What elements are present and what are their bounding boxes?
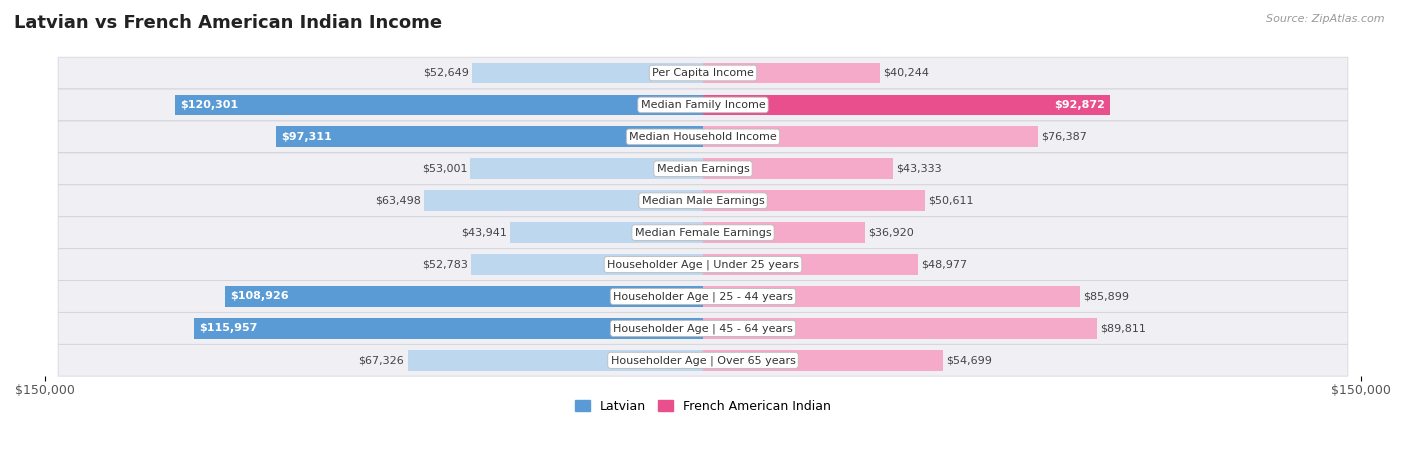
- Text: $92,872: $92,872: [1054, 100, 1105, 110]
- FancyBboxPatch shape: [58, 249, 1348, 280]
- Text: $52,649: $52,649: [423, 68, 468, 78]
- Text: $67,326: $67,326: [359, 355, 405, 365]
- Text: Median Earnings: Median Earnings: [657, 164, 749, 174]
- Bar: [510, 222, 703, 243]
- Text: $54,699: $54,699: [946, 355, 993, 365]
- Bar: [194, 318, 703, 339]
- Bar: [276, 127, 703, 147]
- Text: $48,977: $48,977: [921, 260, 967, 269]
- Bar: [471, 254, 703, 275]
- Text: $63,498: $63,498: [375, 196, 422, 205]
- Bar: [225, 286, 703, 307]
- FancyBboxPatch shape: [58, 121, 1348, 153]
- FancyBboxPatch shape: [58, 217, 1348, 248]
- Bar: [425, 191, 703, 211]
- Text: $89,811: $89,811: [1101, 324, 1146, 333]
- Text: $43,941: $43,941: [461, 227, 508, 238]
- Text: $50,611: $50,611: [928, 196, 974, 205]
- Text: Median Household Income: Median Household Income: [628, 132, 778, 142]
- Bar: [703, 254, 918, 275]
- Bar: [703, 286, 1080, 307]
- Text: Median Female Earnings: Median Female Earnings: [634, 227, 772, 238]
- Bar: [408, 350, 703, 371]
- Bar: [703, 191, 925, 211]
- FancyBboxPatch shape: [58, 281, 1348, 312]
- Bar: [703, 350, 943, 371]
- Text: Householder Age | 25 - 44 years: Householder Age | 25 - 44 years: [613, 291, 793, 302]
- Bar: [703, 63, 880, 84]
- FancyBboxPatch shape: [58, 345, 1348, 376]
- FancyBboxPatch shape: [58, 312, 1348, 344]
- Text: Householder Age | 45 - 64 years: Householder Age | 45 - 64 years: [613, 323, 793, 333]
- Bar: [471, 158, 703, 179]
- Text: $43,333: $43,333: [897, 164, 942, 174]
- FancyBboxPatch shape: [58, 153, 1348, 184]
- Text: $85,899: $85,899: [1083, 291, 1129, 302]
- Text: $120,301: $120,301: [180, 100, 239, 110]
- Bar: [703, 318, 1097, 339]
- Text: $108,926: $108,926: [231, 291, 290, 302]
- Text: $115,957: $115,957: [200, 324, 257, 333]
- Bar: [176, 94, 703, 115]
- Bar: [703, 222, 865, 243]
- Text: Median Family Income: Median Family Income: [641, 100, 765, 110]
- Text: $76,387: $76,387: [1042, 132, 1087, 142]
- Bar: [703, 94, 1111, 115]
- Text: $53,001: $53,001: [422, 164, 467, 174]
- FancyBboxPatch shape: [58, 89, 1348, 121]
- Text: Latvian vs French American Indian Income: Latvian vs French American Indian Income: [14, 14, 441, 32]
- Text: Householder Age | Over 65 years: Householder Age | Over 65 years: [610, 355, 796, 366]
- Text: $97,311: $97,311: [281, 132, 332, 142]
- Bar: [703, 158, 893, 179]
- Text: Median Male Earnings: Median Male Earnings: [641, 196, 765, 205]
- Bar: [472, 63, 703, 84]
- Text: Householder Age | Under 25 years: Householder Age | Under 25 years: [607, 259, 799, 270]
- Text: Per Capita Income: Per Capita Income: [652, 68, 754, 78]
- Text: $36,920: $36,920: [869, 227, 914, 238]
- FancyBboxPatch shape: [58, 57, 1348, 89]
- FancyBboxPatch shape: [58, 185, 1348, 217]
- Text: $52,783: $52,783: [422, 260, 468, 269]
- Legend: Latvian, French American Indian: Latvian, French American Indian: [569, 395, 837, 418]
- Bar: [703, 127, 1038, 147]
- Text: Source: ZipAtlas.com: Source: ZipAtlas.com: [1267, 14, 1385, 24]
- Text: $40,244: $40,244: [883, 68, 929, 78]
